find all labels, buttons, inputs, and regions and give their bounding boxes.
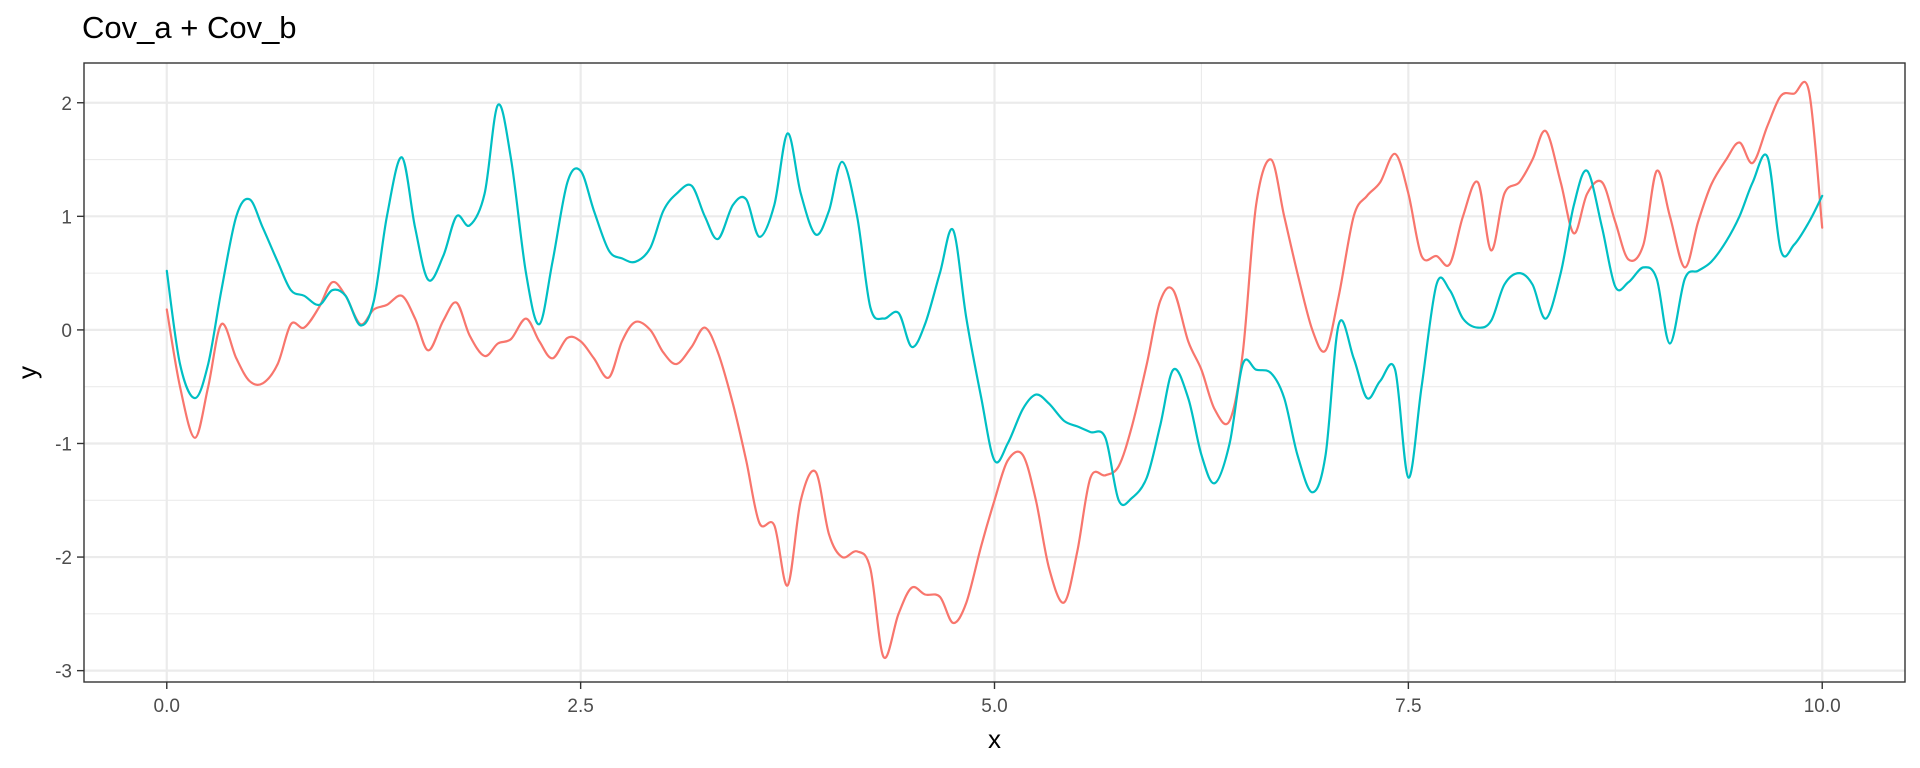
series-line-1 [165,81,1824,659]
x-axis-title: x [988,724,1001,754]
x-tick-label: 5.0 [981,696,1007,717]
y-axis: -3 -2 -1 0 1 2 [55,94,84,683]
grid [84,63,1905,682]
x-axis: 0.0 2.5 5.0 7.5 10.0 [154,682,1841,717]
y-tick-label: 2 [61,94,72,115]
series-line-2 [165,103,1824,507]
x-tick-label: 7.5 [1395,696,1421,717]
x-tick-label: 10.0 [1804,696,1841,717]
y-axis-title: y [12,366,42,379]
y-tick-label: 0 [61,321,72,342]
y-tick-label: 1 [61,207,72,228]
y-tick-label: -3 [55,662,72,683]
y-tick-label: -2 [55,548,72,569]
x-tick-label: 2.5 [567,696,593,717]
x-tick-label: 0.0 [154,696,180,717]
chart-title: Cov_a + Cov_b [82,10,297,45]
series-layer [165,81,1824,659]
y-tick-label: -1 [55,434,72,455]
